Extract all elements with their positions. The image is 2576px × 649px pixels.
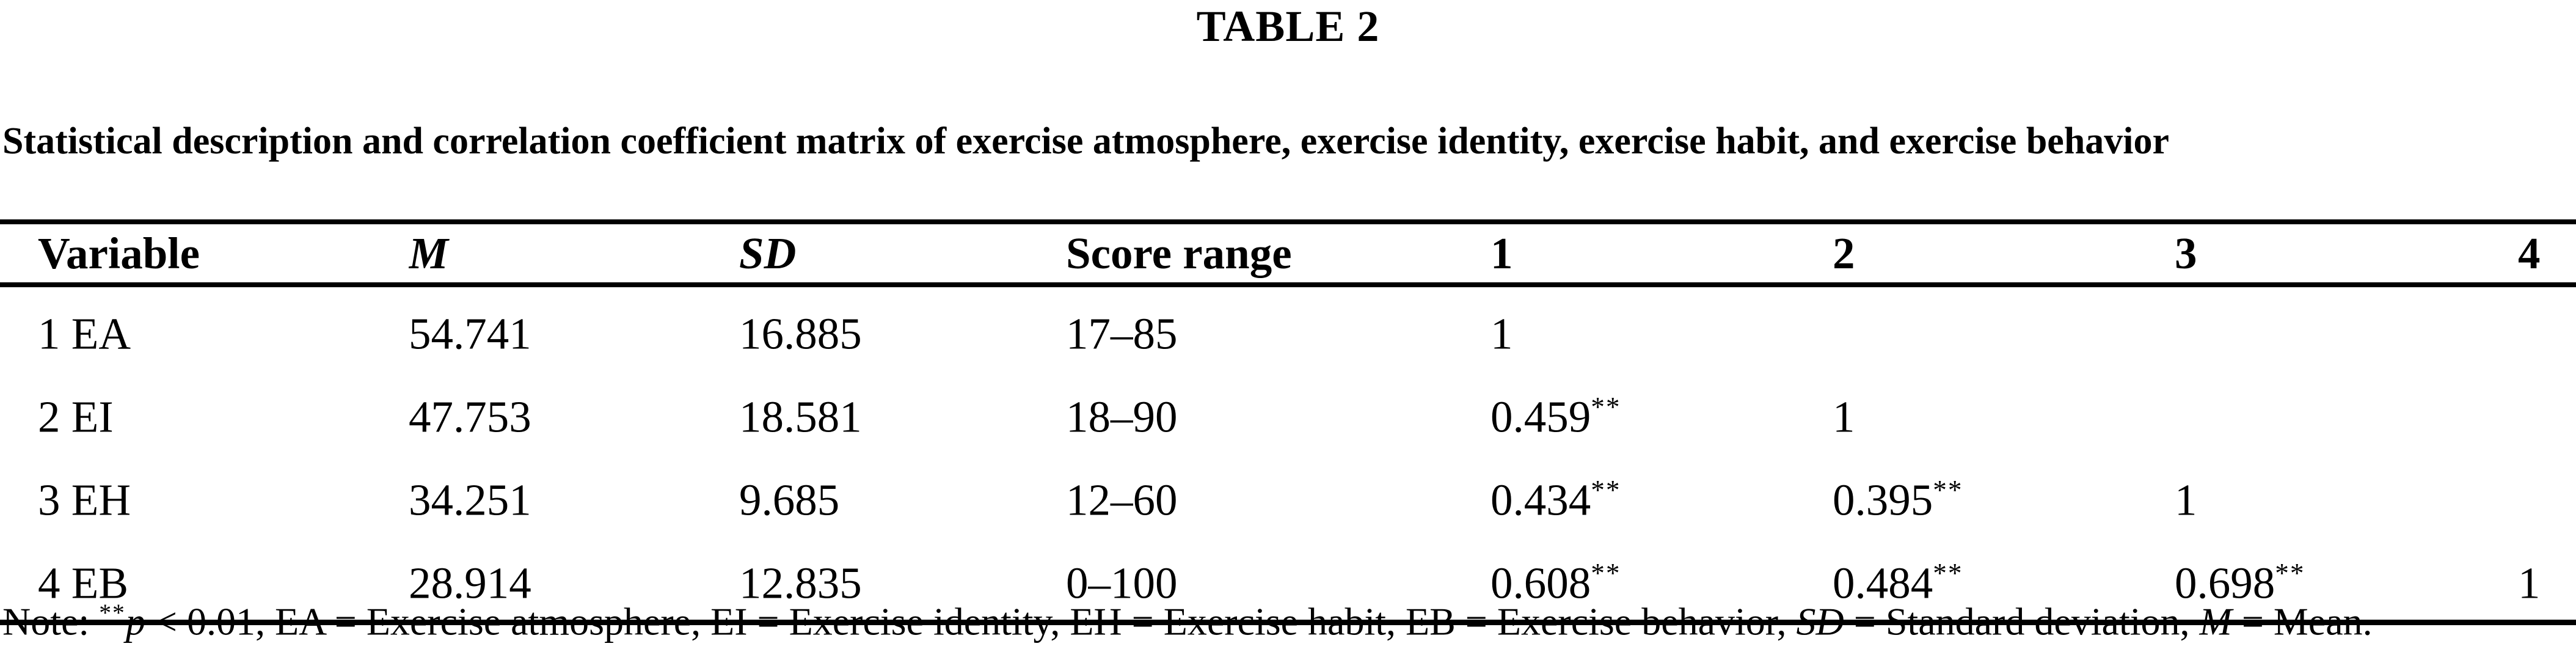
significance-marker: ** [1591, 474, 1621, 505]
table-cell [2175, 370, 2518, 453]
table-cell: 3 EH [0, 453, 409, 537]
cell-text: 0.434 [1491, 475, 1591, 525]
cell-text: 0.484 [1833, 558, 1933, 608]
table-cell: 0.698** [2175, 537, 2518, 623]
note-text: < 0.01, EA = Exercise atmosphere, EI = E… [145, 600, 1797, 644]
table-row: 3 EH 34.251 9.685 12–60 0.434** 0.395** … [0, 453, 2576, 537]
table-cell: 9.685 [739, 453, 1066, 537]
table-cell: 18–90 [1066, 370, 1491, 453]
cell-text: 0–100 [1066, 558, 1178, 608]
cell-text: 18.581 [739, 392, 862, 442]
table-cell: 12.835 [739, 537, 1066, 623]
cell-text: 3 EH [38, 475, 131, 525]
statistics-table: Variable M SD Score range 1 2 3 4 1 EA 5… [0, 219, 2576, 625]
header-cell-4: 4 [2518, 222, 2576, 287]
table-label: TABLE 2 [1196, 2, 1380, 51]
header-cell-2: 2 [1833, 222, 2175, 287]
cell-text: 28.914 [409, 558, 531, 608]
cell-text: 54.741 [409, 309, 531, 359]
table-cell [1833, 285, 2175, 370]
table-cell: 4 EB [0, 537, 409, 623]
header-cell-1: 1 [1491, 222, 1833, 287]
table-cell: 0.459** [1491, 370, 1833, 453]
table-cell: 54.741 [409, 285, 739, 370]
cell-text: 2 EI [38, 392, 114, 442]
note-text: = Mean. [2231, 600, 2373, 644]
significance-marker: ** [2275, 557, 2305, 588]
cell-text: 18–90 [1066, 392, 1178, 442]
header-cell-3: 3 [2175, 222, 2518, 287]
cell-text: 1 [1491, 309, 1513, 359]
cell-text: 1 [2518, 558, 2541, 608]
table-cell: 16.885 [739, 285, 1066, 370]
table-cell: 1 [1491, 285, 1833, 370]
table-row: 1 EA 54.741 16.885 17–85 1 [0, 285, 2576, 370]
note-text: Note: [2, 600, 100, 644]
table-cell [2518, 453, 2576, 537]
header-cell-mean: M [409, 222, 739, 287]
significance-marker: ** [1591, 391, 1621, 422]
table-cell: 2 EI [0, 370, 409, 453]
cell-text: 4 EB [38, 558, 129, 608]
cell-text: 1 EA [38, 309, 131, 359]
table-cell: 28.914 [409, 537, 739, 623]
table-cell: 0.395** [1833, 453, 2175, 537]
table-row: 4 EB 28.914 12.835 0–100 0.608** 0.484**… [0, 537, 2576, 623]
table-caption: Statistical description and correlation … [2, 120, 2170, 162]
cell-text: 12–60 [1066, 475, 1178, 525]
table-cell [2518, 370, 2576, 453]
table-note: Note: **p < 0.01, EA = Exercise atmosphe… [2, 599, 2373, 644]
header-cell-variable: Variable [0, 222, 409, 287]
table-cell: 18.581 [739, 370, 1066, 453]
significance-marker: ** [1933, 557, 1963, 588]
table-cell: 12–60 [1066, 453, 1491, 537]
table-cell: 1 EA [0, 285, 409, 370]
table-cell: 0.434** [1491, 453, 1833, 537]
table-cell: 47.753 [409, 370, 739, 453]
header-cell-sd: SD [739, 222, 1066, 287]
table-cell [2518, 285, 2576, 370]
table-cell: 1 [2175, 453, 2518, 537]
cell-text: 0.608 [1491, 558, 1591, 608]
cell-text: 9.685 [739, 475, 840, 525]
significance-marker: ** [1591, 557, 1621, 588]
cell-text: 0.698 [2175, 558, 2275, 608]
table-cell: 0.484** [1833, 537, 2175, 623]
table-row: 2 EI 47.753 18.581 18–90 0.459** 1 [0, 370, 2576, 453]
table-cell: 0–100 [1066, 537, 1491, 623]
table-cell [2175, 285, 2518, 370]
cell-text: 12.835 [739, 558, 862, 608]
significance-marker: ** [1933, 474, 1963, 505]
cell-text: 17–85 [1066, 309, 1178, 359]
table-cell: 1 [2518, 537, 2576, 623]
header-row: Variable M SD Score range 1 2 3 4 [0, 222, 2576, 287]
table-cell: 1 [1833, 370, 2175, 453]
significance-marker: ** [99, 600, 126, 626]
cell-text: 34.251 [409, 475, 531, 525]
cell-text: 1 [1833, 392, 1855, 442]
note-text: = Standard deviation, [1844, 600, 2200, 644]
cell-text: 16.885 [739, 309, 862, 359]
cell-text: 1 [2175, 475, 2197, 525]
header-cell-score-range: Score range [1066, 222, 1491, 287]
cell-text: 0.459 [1491, 392, 1591, 442]
note-m-symbol: M [2199, 600, 2232, 644]
cell-text: 47.753 [409, 392, 531, 442]
note-p-symbol: p [125, 600, 145, 644]
table-cell: 0.608** [1491, 537, 1833, 623]
cell-text: 0.395 [1833, 475, 1933, 525]
note-sd-symbol: SD [1796, 600, 1844, 644]
table-cell: 17–85 [1066, 285, 1491, 370]
table-cell: 34.251 [409, 453, 739, 537]
